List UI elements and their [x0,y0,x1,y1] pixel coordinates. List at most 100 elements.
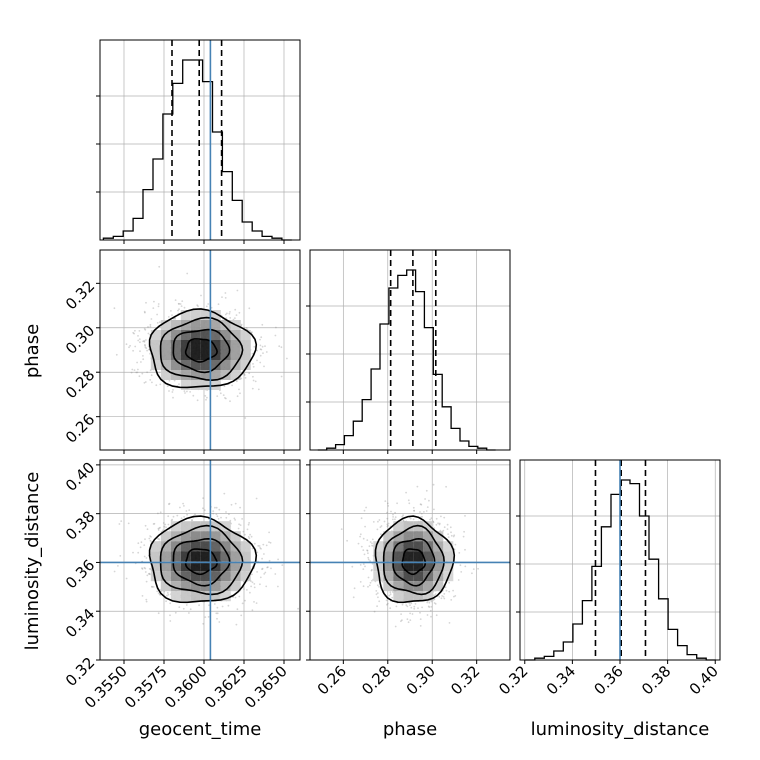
sample-point [137,368,139,371]
sample-point [440,597,443,600]
sample-point [159,511,162,514]
sample-point [167,515,170,518]
sample-point [259,583,261,586]
sample-point [443,526,446,529]
sample-point [464,548,466,551]
sample-point [144,343,146,346]
sample-point [145,600,148,603]
sample-point [239,506,242,509]
sample-point [224,397,226,399]
sample-point [260,336,263,339]
sample-point [236,380,238,383]
sample-point [357,542,360,545]
sample-point [368,584,371,587]
density-cell-2-0 [220,541,231,552]
sample-point [198,604,201,607]
density-cell-2-1 [443,561,454,572]
sample-point [190,519,193,521]
sample-point [402,519,405,521]
sample-point [132,551,134,554]
sample-point [407,621,410,624]
sample-point [253,542,256,545]
sample-point [157,305,160,308]
density-cell-2-1 [423,521,434,532]
density-cell-2-0 [180,541,191,552]
density-cell-2-0 [180,521,191,532]
sample-point [386,525,389,528]
sample-point [372,521,375,523]
sample-point [236,395,239,398]
sample-point [367,556,370,559]
density-cell-1-0 [210,340,221,350]
sample-point [186,272,189,275]
sample-point [376,528,379,531]
density-cell-1-0 [170,350,181,360]
sample-point [268,541,270,543]
sample-point [174,299,177,301]
sample-point [259,344,262,347]
sample-point [277,585,279,588]
sample-point [159,594,162,596]
sample-point [429,609,432,612]
density-cell-1-0 [210,320,221,330]
sample-point [460,571,463,573]
sample-point [457,579,460,581]
density-cell-2-1 [383,571,394,582]
y-tick-label-luminosity_distance: 0.40 [62,459,98,495]
sample-point [145,347,148,350]
sample-point [162,522,165,524]
sample-point [391,591,394,593]
sample-point [408,602,411,604]
density-cell-2-1 [373,541,384,552]
contour-2-0-3 [148,515,258,604]
sample-point [141,568,144,570]
density-cell-2-0 [170,591,181,602]
sample-point [453,595,455,598]
sample-point [286,357,288,360]
density-cell-1-0 [160,340,171,350]
sample-point [148,572,151,575]
sample-point [251,581,254,584]
y-tick-label-phase: 0.30 [62,321,98,357]
sample-point [176,514,179,517]
sample-point [360,545,363,548]
sample-point [388,594,391,597]
sample-point [262,352,264,354]
sample-point [408,502,411,505]
density-cell-2-0 [160,541,171,552]
sample-point [424,498,426,500]
density-cell-2-1 [393,551,404,562]
sample-point [409,619,412,621]
sample-point [368,545,371,548]
sample-point [146,349,149,352]
sample-point [446,528,449,530]
sample-point [165,600,168,603]
sample-point [171,314,173,317]
sample-point [396,502,398,505]
sample-point [419,611,421,614]
sample-point [244,377,247,379]
x-tick-label-luminosity_distance: 0.40 [686,662,722,698]
sample-point [251,609,254,612]
sample-point [261,567,264,570]
sample-point [183,505,185,507]
sample-point [371,544,373,547]
density-cell-2-0 [210,571,221,582]
sample-point [260,348,263,351]
sample-point [277,558,279,561]
sample-point [394,511,396,514]
sample-point [234,308,237,311]
sample-point [156,322,159,324]
sample-point [440,515,442,518]
sample-point [204,616,207,618]
sample-point [254,380,257,383]
density-cell-2-0 [180,531,191,542]
density-cell-2-1 [413,541,424,552]
sample-point [362,568,365,570]
density-cell-1-0 [210,360,221,370]
sample-point [280,346,283,349]
density-cell-2-0 [200,571,211,582]
density-cell-1-0 [180,340,191,350]
density-cell-1-0 [150,340,161,350]
sample-point [167,593,170,596]
